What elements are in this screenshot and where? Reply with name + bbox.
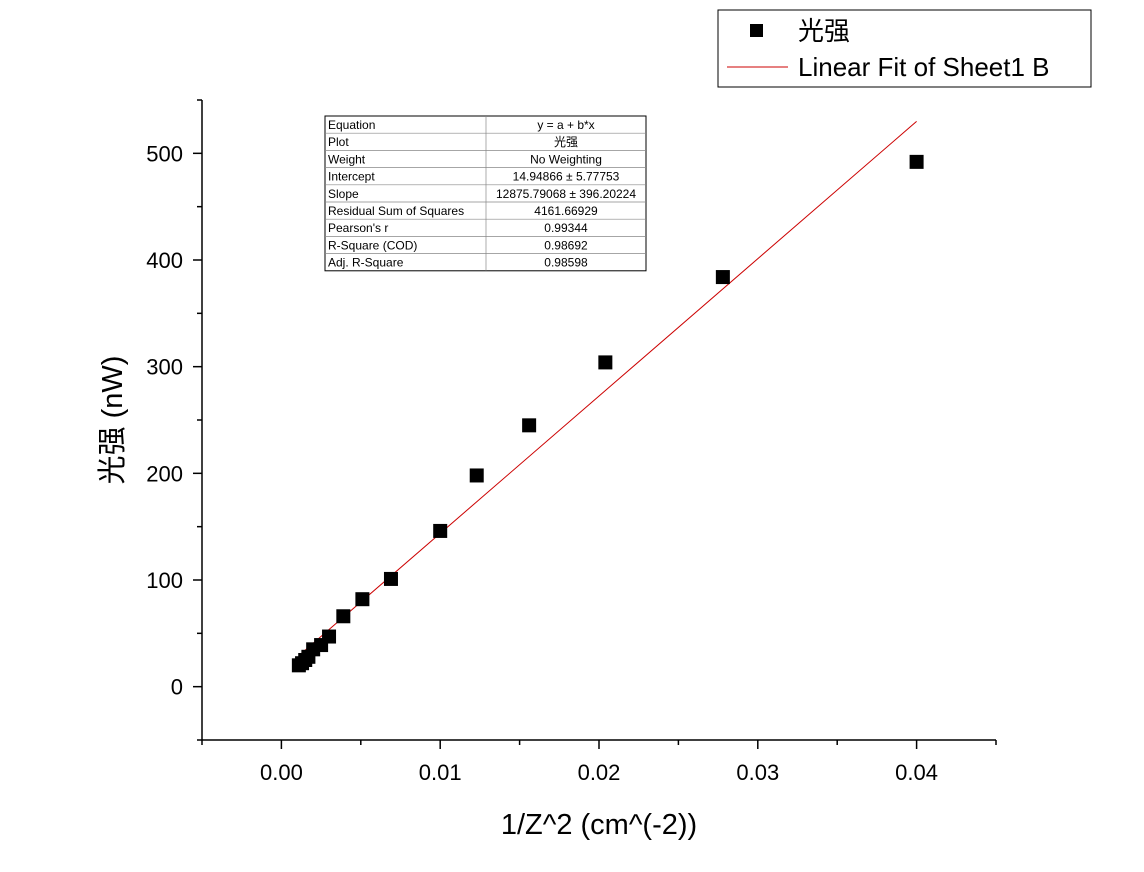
stats-table-value: 12875.79068 ± 396.20224 [496,187,636,201]
points-layer [291,154,924,673]
y-ticks: 0 100 200 300 400 500 [146,99,202,741]
y-tick-label: 200 [146,461,183,486]
legend-marker-square [750,24,763,37]
x-tick-label: 0.00 [260,760,303,785]
stats-table-value: 0.98598 [544,256,588,270]
data-point [522,418,537,433]
stats-table-key: R-Square (COD) [328,238,417,252]
stats-table-key: Intercept [328,170,375,184]
y-tick-label: 100 [146,568,183,593]
legend-label-series-2: Linear Fit of Sheet1 B [798,52,1049,82]
x-tick-label: 0.01 [419,760,462,785]
data-point [433,523,448,538]
y-tick-label: 400 [146,248,183,273]
stats-table-value: No Weighting [530,152,602,166]
y-tick-label: 0 [171,675,183,700]
data-point [598,355,613,370]
stats-table-key: Weight [328,152,366,166]
data-point [909,154,924,169]
x-tick-label: 0.04 [895,760,938,785]
stats-table-key: Slope [328,187,359,201]
stats-table-key: Adj. R-Square [328,256,404,270]
x-axis-title: 1/Z^2 (cm^(-2)) [501,809,697,841]
stats-table-value: 14.94866 ± 5.77753 [513,170,620,184]
data-point [383,571,398,586]
stats-table-value: y = a + b*x [537,118,594,132]
legend-box [717,9,1092,88]
stats-table-value: 光强 [554,135,578,149]
legend: 光强 Linear Fit of Sheet1 B [717,9,1092,88]
data-point [336,609,351,624]
y-tick-label: 300 [146,355,183,380]
data-point [715,270,730,285]
x-ticks: 0.00 0.01 0.02 0.03 0.04 [201,740,997,785]
stats-table-key: Plot [328,135,349,149]
stats-table-value: 0.98692 [544,238,588,252]
legend-label-series-1: 光强 [798,16,850,46]
stats-table: Equation y = a + b*x Plot 光强 Weight No Weight… [324,115,647,272]
data-point [355,592,370,607]
stats-table-key: Equation [328,118,375,132]
x-tick-label: 0.02 [578,760,621,785]
y-tick-label: 500 [146,141,183,166]
stats-table-key: Pearson's r [328,221,388,235]
stats-table-border [324,115,647,272]
data-point [322,629,337,644]
fit-layer [298,120,917,656]
y-axis-title: 光强 (nW) [96,356,129,485]
linear-fit-line [298,120,917,656]
data-point [469,468,484,483]
x-tick-label: 0.03 [736,760,779,785]
stats-table-key: Residual Sum of Squares [328,204,464,218]
stats-table-value: 4161.66929 [534,204,598,218]
stats-table-value: 0.99344 [544,221,588,235]
